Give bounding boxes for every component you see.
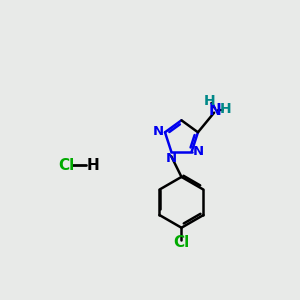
Text: N: N: [153, 125, 164, 138]
Text: N: N: [209, 103, 221, 118]
Text: H: H: [86, 158, 99, 173]
Text: N: N: [166, 152, 177, 165]
Text: Cl: Cl: [58, 158, 74, 173]
Text: Cl: Cl: [173, 236, 190, 250]
Text: N: N: [193, 145, 204, 158]
Text: H: H: [204, 94, 216, 108]
Text: H: H: [220, 102, 232, 116]
